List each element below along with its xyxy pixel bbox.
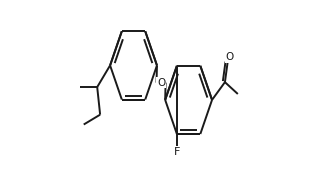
- Text: F: F: [174, 147, 180, 157]
- Text: O: O: [157, 78, 165, 88]
- Text: O: O: [225, 52, 234, 62]
